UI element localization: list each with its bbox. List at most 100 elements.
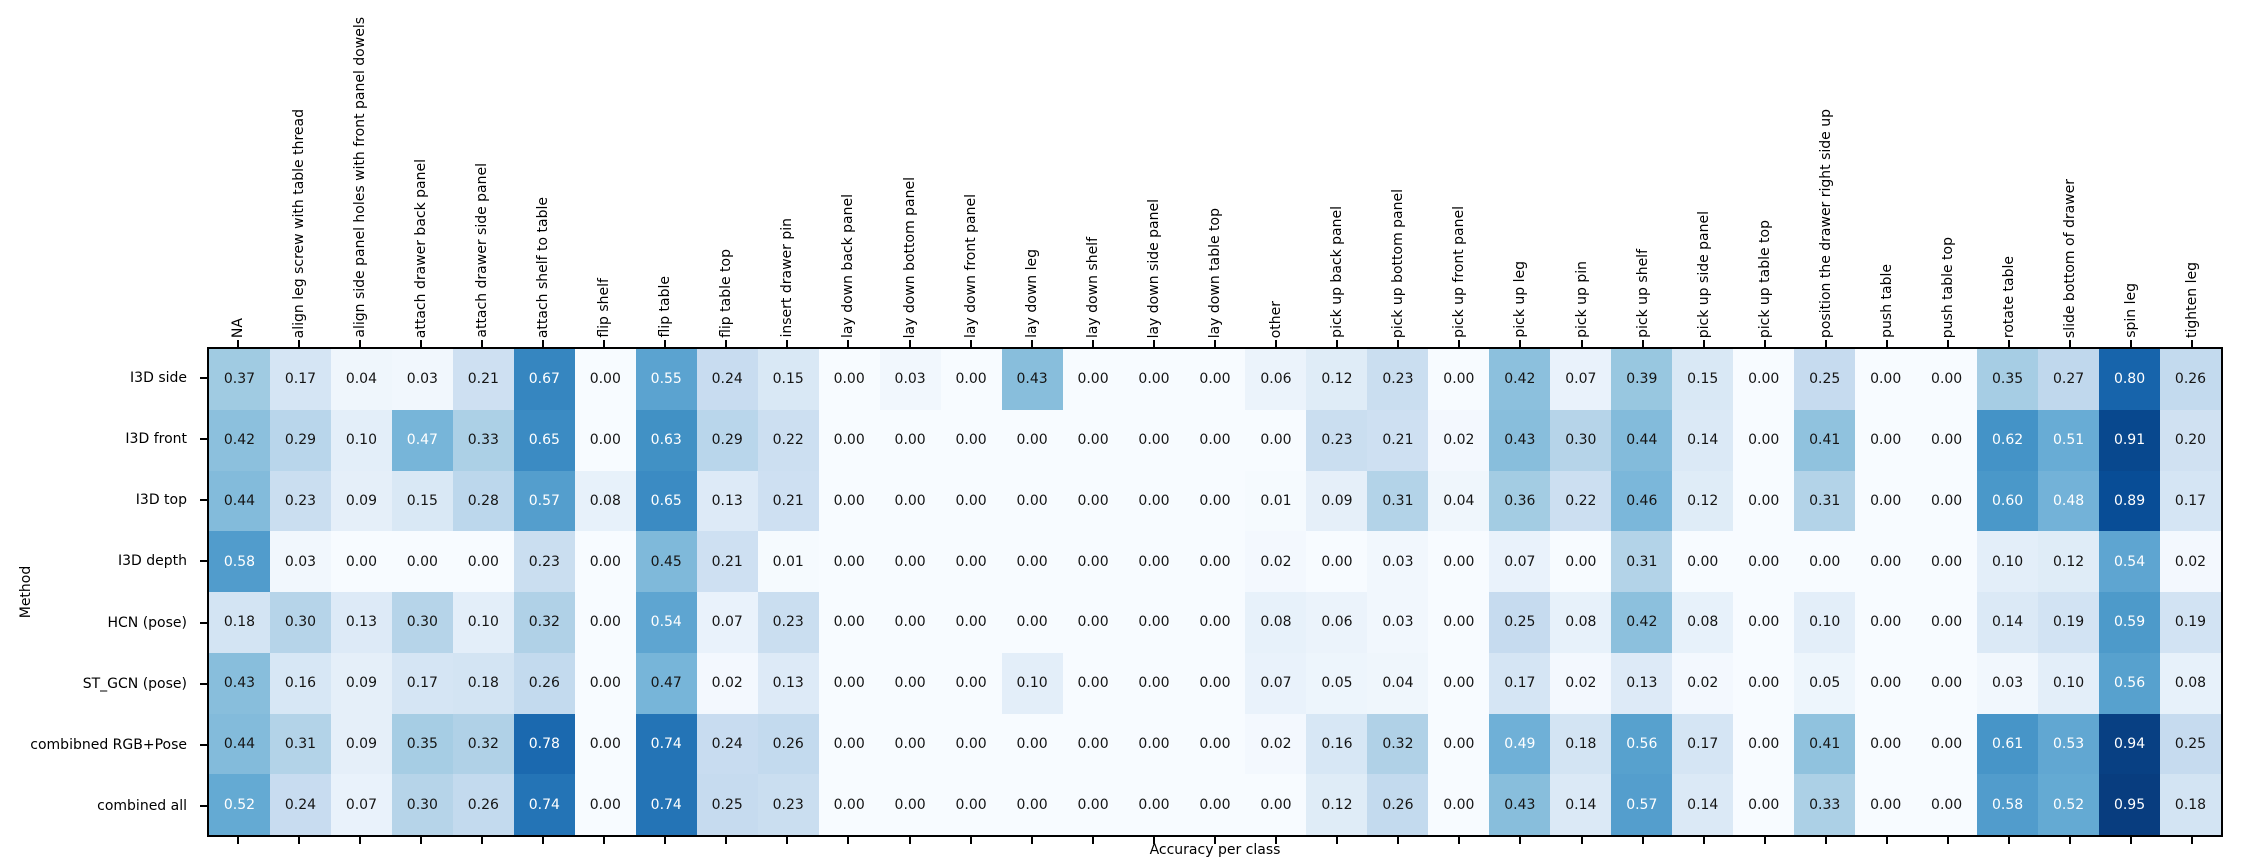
heatmap-cell: 0.07 <box>1489 531 1551 592</box>
tick-mark <box>2008 837 2011 844</box>
tick-mark <box>1397 340 1400 347</box>
x-tick-label: lay down shelf <box>1084 236 1101 338</box>
x-tick-label: align leg screw with table thread <box>290 108 307 338</box>
tick-mark <box>2130 837 2133 844</box>
heatmap-cell: 0.14 <box>1977 592 2039 653</box>
tick-mark <box>1091 340 1094 347</box>
heatmap-cell: 0.16 <box>1306 713 1368 775</box>
heatmap-cell: 0.00 <box>391 531 453 592</box>
x-tick-label: pick up shelf <box>1634 249 1651 338</box>
heatmap-cell: 0.00 <box>879 592 941 653</box>
tick-mark <box>1152 837 1155 844</box>
tick-mark <box>603 340 606 347</box>
heatmap-cell: 0.13 <box>330 592 392 653</box>
heatmap-cell: 0.20 <box>2160 409 2221 471</box>
y-tick-label: ST_GCN (pose) <box>82 675 187 692</box>
heatmap-cell: 0.17 <box>391 652 453 714</box>
tick-mark <box>1458 340 1461 347</box>
heatmap-cell: 0.00 <box>940 713 1002 775</box>
tick-mark <box>2130 340 2133 347</box>
heatmap-cell: 0.00 <box>1184 713 1246 775</box>
heatmap-cell: 0.00 <box>1062 774 1124 835</box>
heatmap-cell: 0.03 <box>269 531 331 592</box>
heatmap-cell: 0.14 <box>1672 774 1734 835</box>
heatmap-cell: 0.00 <box>1123 774 1185 835</box>
heatmap-cell: 0.00 <box>574 713 636 775</box>
heatmap-cell: 0.21 <box>696 531 758 592</box>
y-tick-label: I3D front <box>125 430 187 447</box>
tick-mark <box>969 340 972 347</box>
heatmap-cell: 0.00 <box>1855 349 1917 410</box>
tick-mark <box>1214 340 1216 347</box>
heatmap-cell: 0.26 <box>2160 349 2221 410</box>
heatmap-cell: 0.00 <box>1855 713 1917 775</box>
heatmap-cell: 0.22 <box>1550 470 1612 532</box>
heatmap-cell: 0.18 <box>1550 713 1612 775</box>
x-axis-label: Accuracy per class <box>1149 842 1281 858</box>
tick-mark <box>908 837 911 844</box>
x-tick-label: pick up back panel <box>1329 206 1346 338</box>
heatmap-cell: 0.46 <box>1611 470 1673 532</box>
tick-mark <box>358 837 361 844</box>
tick-mark <box>2069 340 2072 347</box>
tick-mark <box>847 837 850 844</box>
heatmap-cell: 0.00 <box>1184 349 1246 410</box>
x-tick-label: lay down bottom panel <box>901 176 918 338</box>
heatmap-cell: 0.08 <box>574 470 636 532</box>
heatmap-cell: 0.00 <box>1428 713 1490 775</box>
tick-mark <box>542 837 544 844</box>
tick-mark <box>2191 837 2194 844</box>
heatmap-cell: 0.00 <box>574 531 636 592</box>
tick-mark <box>236 340 239 347</box>
heatmap-cell: 0.14 <box>1550 774 1612 835</box>
heatmap-cell: 0.00 <box>1245 409 1307 471</box>
heatmap-cell: 0.09 <box>330 713 392 775</box>
heatmap-cell: 0.47 <box>635 652 697 714</box>
heatmap-cell: 0.00 <box>1001 713 1063 775</box>
heatmap-cell: 0.43 <box>1001 349 1063 410</box>
heatmap-cell: 0.52 <box>2038 774 2100 835</box>
heatmap-cell: 0.00 <box>1062 349 1124 410</box>
heatmap-cell: 0.26 <box>1367 774 1429 835</box>
heatmap-cell: 0.67 <box>513 349 575 410</box>
tick-mark <box>480 340 483 347</box>
heatmap-cell: 0.00 <box>1428 774 1490 835</box>
heatmap-cell: 0.00 <box>1428 349 1490 410</box>
heatmap-cell: 0.23 <box>1367 349 1429 410</box>
heatmap-cell: 0.35 <box>1977 349 2039 410</box>
x-tick-label: pick up bottom panel <box>1390 188 1407 338</box>
heatmap-cell: 0.00 <box>1123 652 1185 714</box>
heatmap-cell: 0.00 <box>574 774 636 835</box>
y-tick-labels: I3D side I3D front I3D top I3D depth HCN (po… <box>0 347 200 837</box>
tick-mark <box>1336 837 1339 844</box>
tick-mark <box>1152 340 1155 347</box>
heatmap-cell: 0.30 <box>269 592 331 653</box>
heatmap-cell: 0.42 <box>1611 592 1673 653</box>
heatmap-cell: 0.02 <box>1428 409 1490 471</box>
heatmap-cell: 0.00 <box>1428 652 1490 714</box>
x-tick-label: pick up front panel <box>1451 206 1468 338</box>
heatmap-cell: 0.00 <box>1916 652 1978 714</box>
tick-mark <box>1214 837 1216 844</box>
heatmap-cell: 0.03 <box>879 349 941 410</box>
heatmap-cell: 0.03 <box>1977 652 2039 714</box>
tick-mark <box>297 837 300 844</box>
heatmap-cell: 0.00 <box>940 409 1002 471</box>
heatmap-cell: 0.00 <box>1001 409 1063 471</box>
tick-mark <box>603 837 606 844</box>
tick-mark <box>1947 340 1950 347</box>
tick-mark <box>969 837 972 844</box>
heatmap-cell: 0.00 <box>879 713 941 775</box>
heatmap-cell: 0.74 <box>635 713 697 775</box>
heatmap-cell: 0.00 <box>1245 774 1307 835</box>
tick-mark <box>2191 340 2194 347</box>
heatmap-cell: 0.07 <box>696 592 758 653</box>
heatmap-cell: 0.05 <box>1306 652 1368 714</box>
heatmap-cell: 0.14 <box>1672 409 1734 471</box>
heatmap-cell: 0.00 <box>1001 774 1063 835</box>
heatmap-cell: 0.00 <box>818 409 880 471</box>
heatmap-cell: 0.03 <box>1367 531 1429 592</box>
heatmap-cell: 0.00 <box>1184 592 1246 653</box>
heatmap-cell: 0.55 <box>635 349 697 410</box>
heatmap-cell: 0.15 <box>757 349 819 410</box>
